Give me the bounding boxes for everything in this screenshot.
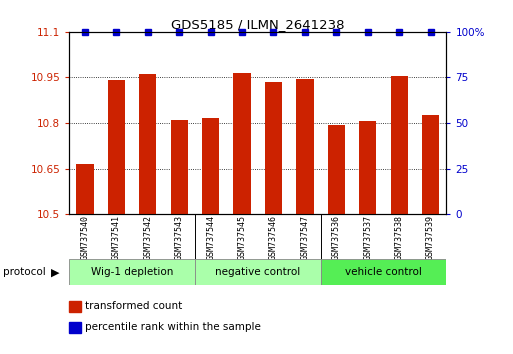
Text: GSM737539: GSM737539: [426, 215, 435, 260]
Bar: [328, 125, 345, 214]
Bar: [139, 74, 156, 214]
Text: GSM737542: GSM737542: [143, 215, 152, 260]
Bar: [390, 76, 408, 214]
Text: GSM737540: GSM737540: [81, 215, 89, 260]
Bar: [108, 80, 125, 214]
Text: GSM737536: GSM737536: [332, 215, 341, 260]
Bar: [202, 119, 219, 214]
Bar: [171, 120, 188, 214]
Text: GSM737541: GSM737541: [112, 215, 121, 260]
Bar: [69, 259, 195, 285]
Text: vehicle control: vehicle control: [345, 267, 422, 277]
Bar: [195, 259, 321, 285]
Bar: [76, 164, 93, 214]
Text: GSM737546: GSM737546: [269, 215, 278, 260]
Bar: [321, 259, 446, 285]
Text: transformed count: transformed count: [85, 301, 182, 311]
Text: GSM737545: GSM737545: [238, 215, 247, 260]
Text: GSM737544: GSM737544: [206, 215, 215, 260]
Bar: [265, 82, 282, 214]
Text: GSM737543: GSM737543: [175, 215, 184, 260]
Text: protocol: protocol: [3, 267, 45, 277]
Text: Wig-1 depletion: Wig-1 depletion: [91, 267, 173, 277]
Text: percentile rank within the sample: percentile rank within the sample: [85, 322, 261, 332]
Bar: [233, 73, 251, 214]
Text: ▶: ▶: [51, 267, 60, 277]
Text: GSM737547: GSM737547: [301, 215, 309, 260]
Title: GDS5185 / ILMN_2641238: GDS5185 / ILMN_2641238: [171, 18, 345, 31]
Text: negative control: negative control: [215, 267, 301, 277]
Text: GSM737538: GSM737538: [394, 215, 404, 260]
Text: GSM737537: GSM737537: [363, 215, 372, 260]
Bar: [297, 79, 313, 214]
Bar: [359, 121, 377, 214]
Bar: [422, 115, 439, 214]
